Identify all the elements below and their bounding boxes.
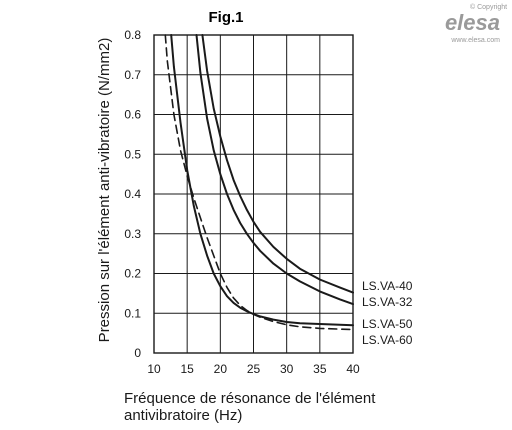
series-label-ls-va-60: LS.VA-60 [362,333,413,347]
x-tick-label: 30 [280,362,294,376]
y-tick-label: 0.6 [124,108,141,122]
x-axis-label-line-2: antivibratoire (Hz) [124,407,242,424]
plot-frame [153,34,354,354]
y-axis-label: Pression sur l'élément anti-vibratoire (… [96,38,113,343]
x-tick-label: 35 [313,362,327,376]
x-axis-label-line-1: Fréquence de résonance de l'élément [124,390,376,407]
y-tick-label: 0.8 [124,28,141,42]
series-line-ls-va-32 [195,34,354,306]
x-tick-label: 15 [180,362,194,376]
x-tick-label: 20 [214,362,228,376]
chart-title: Fig.1 [208,9,243,26]
data-series [164,34,354,331]
y-tick-label: 0.4 [124,187,141,201]
y-tick-label: 0 [134,346,141,360]
x-tick-label: 25 [247,362,261,376]
grid-lines [154,35,353,353]
series-label-ls-va-50: LS.VA-50 [362,317,413,331]
y-tick-label: 0.2 [124,267,141,281]
series-line-ls-va-60 [164,34,354,331]
y-tick-label: 0.1 [124,306,141,320]
series-label-ls-va-32: LS.VA-32 [362,295,413,309]
x-tick-label: 10 [147,362,161,376]
y-tick-label: 0.7 [124,68,141,82]
y-tick-label: 0.5 [124,147,141,161]
watermark-copyright: © Copyright [470,3,507,11]
series-label-ls-va-40: LS.VA-40 [362,279,413,293]
watermark-logo: © Copyright elesa www.elesa.com [445,3,507,44]
series-labels: LS.VA-40 LS.VA-32 LS.VA-50 LS.VA-60 [362,279,413,347]
y-tick-label: 0.3 [124,227,141,241]
watermark-brand: elesa [445,10,500,35]
x-tick-label: 40 [346,362,360,376]
tick-labels: 10 15 20 25 30 35 40 0 0.1 0.2 0.3 0.4 0.5 0.6 0.7 0.8 [124,28,360,376]
series-line-ls-va-40 [201,34,354,294]
watermark-url: www.elesa.com [450,37,500,44]
